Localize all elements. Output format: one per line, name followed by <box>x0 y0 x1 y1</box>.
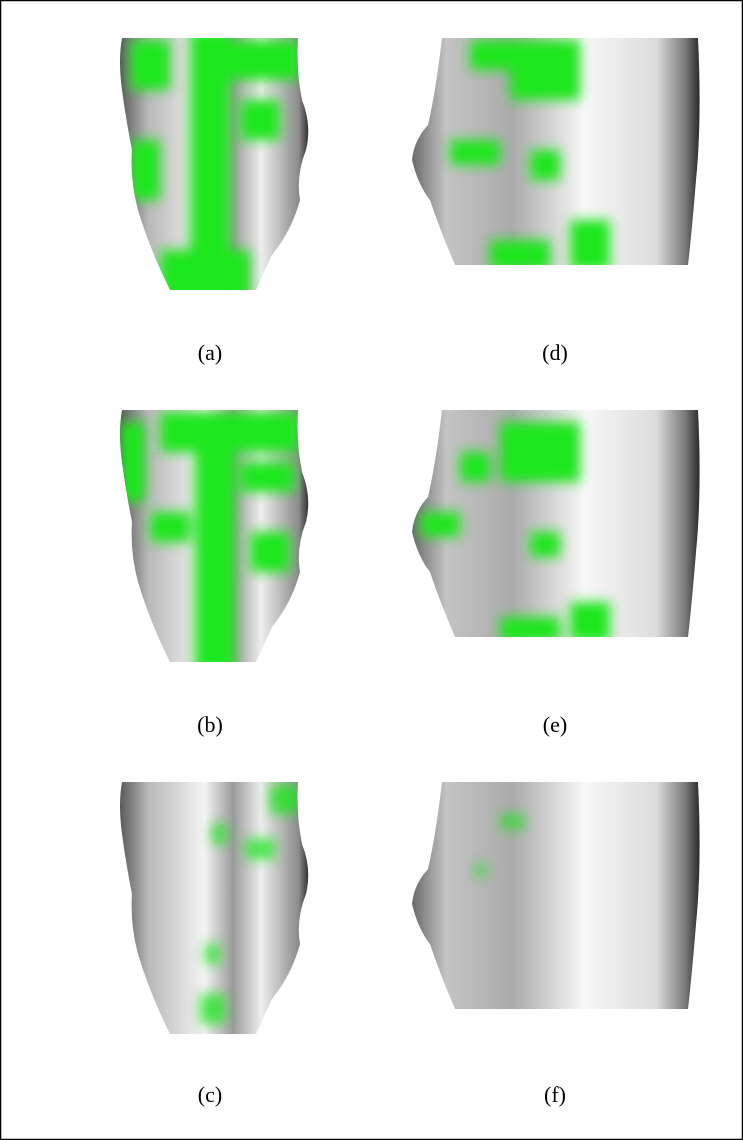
render-d <box>412 38 700 270</box>
render-e <box>412 410 700 642</box>
figure: (a) (b) (c) (d) (e) (f) <box>0 0 743 1140</box>
panel-label: (b) <box>197 712 223 737</box>
panel-label: (d) <box>542 340 568 365</box>
panel-label: (a) <box>198 340 222 365</box>
panel-label: (f) <box>544 1082 566 1107</box>
render-f <box>412 782 700 1009</box>
panel-label: (e) <box>543 712 567 737</box>
panel-label: (c) <box>198 1082 222 1107</box>
